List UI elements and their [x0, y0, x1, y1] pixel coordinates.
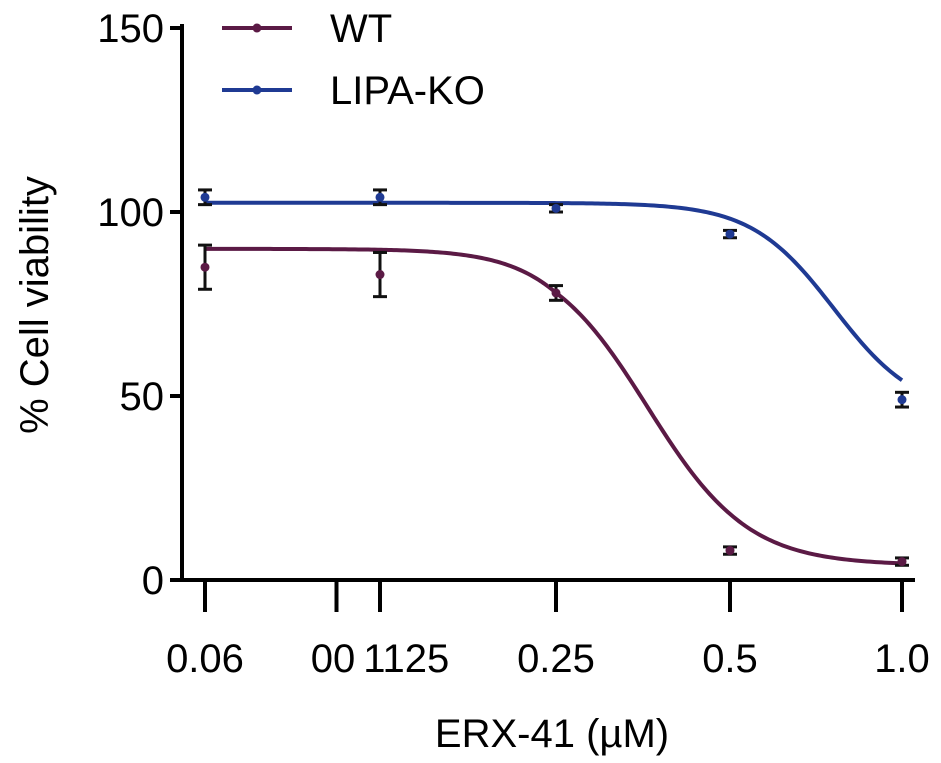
data-point [375, 192, 385, 202]
data-point [551, 288, 561, 298]
y-axis-title: % Cell viability [13, 176, 57, 434]
series-layer [198, 188, 909, 567]
data-point [200, 262, 210, 272]
data-point [375, 270, 385, 280]
y-axis: 0 50 100 150 [97, 7, 184, 603]
y-tick-label: 150 [97, 7, 164, 51]
data-point [551, 203, 561, 213]
series-wt [198, 243, 909, 567]
data-point [725, 229, 735, 239]
x-axis: 0.06 00 1125 0.25 0.5 1.0 [166, 578, 930, 681]
x-axis-title: ERX-41 (µM) [435, 712, 669, 756]
legend-marker [252, 23, 262, 33]
data-point [897, 557, 907, 567]
x-tick-label: 0.5 [702, 637, 758, 681]
data-point [897, 395, 907, 405]
series-lipa-ko [198, 188, 909, 409]
fit-curve [205, 246, 903, 566]
data-point [725, 546, 735, 556]
x-tick-label: 1.0 [874, 637, 930, 681]
x-tick-label: 0.25 [517, 637, 595, 681]
y-tick-label: 50 [120, 375, 165, 419]
legend-label: LIPA-KO [330, 69, 485, 113]
x-tick-label: 0.06 [166, 637, 244, 681]
legend-marker [252, 85, 262, 95]
y-tick-label: 0 [142, 559, 164, 603]
fit-curve [205, 200, 904, 382]
legend: WT LIPA-KO [222, 7, 485, 113]
y-tick-label: 100 [97, 191, 164, 235]
data-point [200, 192, 210, 202]
x-tick-label: 00 1125 [311, 637, 450, 681]
legend-label: WT [330, 7, 392, 51]
